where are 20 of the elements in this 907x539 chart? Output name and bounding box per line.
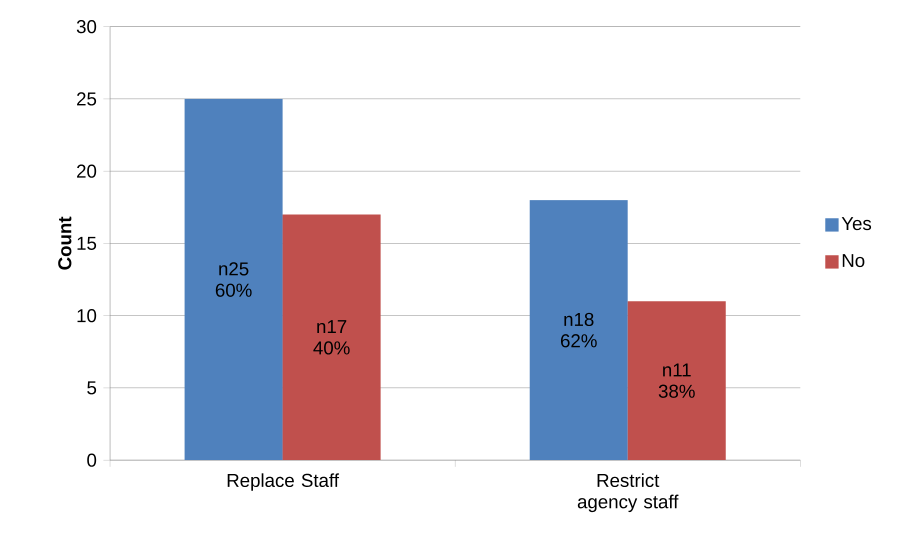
x-tick-label: Replace Staff: [228, 473, 340, 491]
bar: [628, 301, 726, 460]
y-tick-label: 15: [78, 236, 96, 250]
y-tick-label: 0: [87, 454, 96, 467]
y-tick-label: 10: [78, 309, 96, 322]
bar: [530, 200, 628, 460]
data-label: n11 38%: [658, 364, 695, 398]
y-axis-title: Count: [58, 216, 72, 270]
legend-label: Yes: [842, 217, 872, 230]
x-tick-label: Restrict agency staff: [578, 473, 678, 512]
y-tick-label: 30: [76, 20, 96, 34]
y-tick-label: 20: [77, 164, 96, 178]
data-label: n25 60%: [216, 262, 252, 297]
legend-label: No: [842, 254, 864, 268]
data-label: n18 62%: [560, 312, 597, 348]
bar: [282, 214, 381, 460]
data-label: n17 40%: [313, 320, 350, 355]
y-tick-label: 5: [87, 381, 96, 394]
bar: [184, 98, 283, 460]
y-tick-label: 25: [77, 92, 96, 106]
